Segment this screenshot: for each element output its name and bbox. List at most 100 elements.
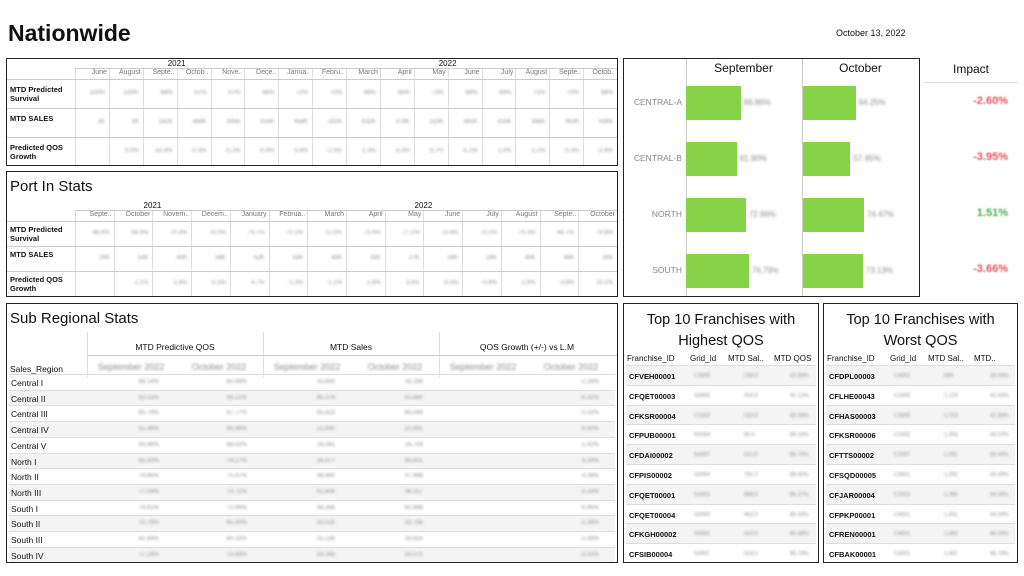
cell-value: 1.2% (531, 147, 546, 154)
column-divider (379, 69, 381, 165)
column-group-header: MTD Sales (329, 342, 373, 352)
grid-id: S3006 (694, 511, 710, 518)
year-label: 2022 (414, 201, 433, 210)
region-name: South IV (11, 550, 44, 561)
cell-value: 29,081 (316, 441, 335, 448)
october-value: 73.13% (865, 266, 894, 275)
cell-value: -3.55% (579, 551, 599, 558)
cell-value: 73.4% (441, 229, 459, 236)
row-label: Predicted QOS Growth (10, 274, 63, 293)
cell-value: 36,317 (404, 488, 423, 495)
cell-value: 439K (598, 118, 613, 125)
cell-value: 66.8% (92, 229, 110, 236)
year-label: 2022 (438, 59, 457, 68)
column-divider (802, 59, 803, 296)
region-name: North II (11, 472, 39, 483)
row-divider (7, 271, 617, 272)
cell-value: 71% (533, 89, 546, 96)
october-bar (803, 142, 851, 176)
mtd-sales: 238.0 (744, 373, 758, 379)
franchise-id: CFHAS00003 (829, 411, 876, 421)
cell-value: 463K (565, 118, 580, 125)
grid-id: C3005 (894, 412, 911, 419)
franchise-id: CFBAK00001 (829, 550, 877, 560)
cell-value: 48K (331, 254, 342, 261)
cell-value: 458K (294, 118, 309, 125)
table-row: CFVEH00001 C3005 238.0 91.60% (626, 365, 816, 385)
table-row: CFKSR00006 C1002 1,356 43.22% (826, 424, 1015, 444)
month-header: October (125, 211, 151, 218)
cell-value: 182K (158, 118, 173, 125)
month-subheader: September 2022 (449, 362, 517, 372)
port-in-stats-panel: Port In Stats 2021 2022 Septe.. October Nove… (6, 171, 618, 297)
cell-value: 60.79% (138, 410, 159, 417)
column-divider (176, 69, 178, 165)
cell-value: 70.3% (170, 229, 188, 236)
cell-value: 3.5% (405, 279, 420, 286)
cell-value: -1.39% (579, 520, 599, 527)
grid-id: C1005 (894, 392, 911, 399)
region-name: Central V (11, 440, 47, 451)
month-header: August (525, 69, 548, 76)
cell-value: 45,374 (316, 394, 335, 401)
grid-id: S3004 (694, 472, 710, 478)
franchise-id: CFQET00003 (629, 391, 676, 401)
franchise-id: CFSQD00005 (829, 471, 877, 480)
column-divider (229, 211, 231, 296)
impact-value: -3.95% (973, 151, 1008, 163)
franchise-id: CFPKP00001 (829, 510, 876, 520)
cell-value: 67% (194, 89, 207, 96)
table-row: Central IV 61.46% 66.86% 21,940 20,891 -4.60% (9, 421, 615, 437)
table-row: CFSIB00004 S3007 918.0 85.79% (626, 543, 816, 563)
franchise-rows: CFVEH00001 C3005 238.0 91.60% CFQET00003 S300… (624, 365, 818, 562)
franchise-id: CFREN00001 (829, 530, 876, 540)
month-header: Novem.. (163, 211, 190, 218)
cell-value: 65.40% (226, 520, 247, 527)
cell-value: -2.5% (326, 147, 342, 154)
column-divider (244, 69, 246, 165)
region-label: SOUTH (652, 265, 682, 275)
month-header: Decem.. (201, 211, 228, 218)
mtd-qos: 86.37% (790, 491, 809, 498)
cell-value: 5.8% (294, 147, 309, 154)
cell-value: -1.1% (326, 279, 342, 286)
mtd-sales: 432.0 (744, 531, 758, 538)
cell-value: 70.3% (518, 229, 536, 236)
mtd-sales: 1,282 (944, 472, 958, 478)
column-header: MTD Sal.. (928, 354, 964, 363)
cell-value: 72% (296, 89, 309, 96)
month-header: August (118, 69, 141, 76)
cell-value: 67.77% (226, 410, 247, 417)
cell-value: 72.66% (226, 504, 247, 511)
franchise-id: CFDAI00002 (629, 451, 673, 461)
mtd-sales: 888.0 (744, 491, 758, 498)
column-divider (191, 211, 193, 296)
franchise-id: CFDPL00003 (829, 372, 875, 381)
cell-value: 65.93% (138, 457, 159, 464)
page-title: Nationwide (8, 20, 131, 46)
mtd-qos: 86.79% (790, 452, 809, 459)
grid-id: S3007 (694, 551, 710, 558)
cell-value: 1.0% (497, 147, 512, 154)
cell-value: 82.84% (138, 536, 159, 542)
mtd-sales: 1,691 (944, 511, 958, 518)
table-row: CFQET00001 S3003 888.0 86.37% (626, 483, 816, 504)
cell-value: 39K (602, 254, 613, 261)
cell-value: 40K (176, 254, 188, 261)
october-value: 64.25% (858, 98, 886, 107)
month-header: April (368, 211, 383, 218)
mtd-sales: 83.0 (744, 432, 755, 439)
mtd-sales: 1,356 (944, 432, 958, 439)
cell-value: 19,348 (316, 551, 335, 558)
column-divider (75, 211, 76, 296)
grid-id: C4001 (894, 531, 911, 538)
cell-value: 20,075 (404, 551, 423, 558)
mtd-sales: 918.0 (744, 551, 758, 558)
port-in-title: Port In Stats (10, 178, 93, 195)
row-label: MTD SALES (10, 249, 54, 259)
column-header: Grid_Id (890, 354, 917, 363)
month-header: June (464, 69, 480, 76)
column-divider (549, 69, 551, 165)
table-row: CFDAI00002 N3007 611.0 86.79% (626, 444, 816, 465)
month-header: July (486, 211, 499, 218)
